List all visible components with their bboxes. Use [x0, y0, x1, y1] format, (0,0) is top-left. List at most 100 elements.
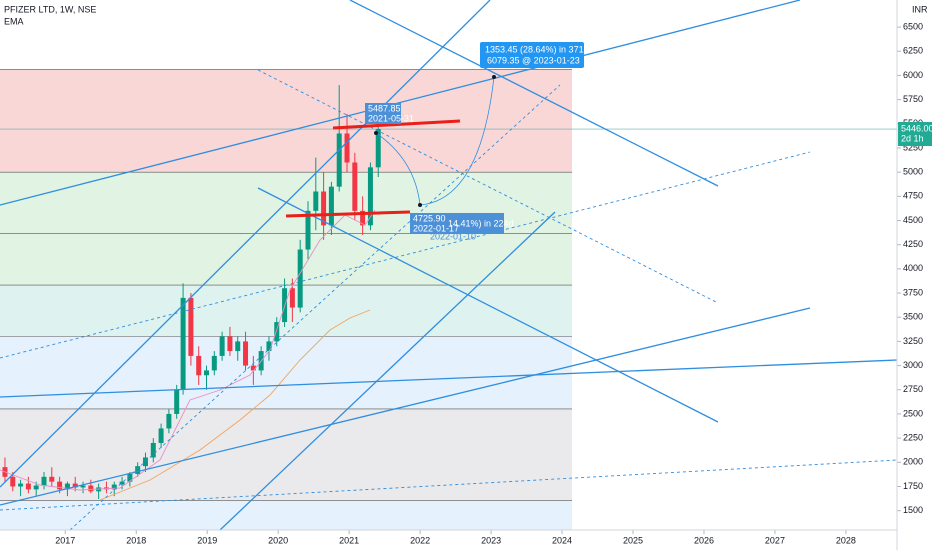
annotation: 5487.85	[368, 103, 401, 113]
chart-title: PFIZER LTD, 1W, NSE	[4, 4, 96, 14]
annotation: 1353.45 (28.64%) in 371d	[485, 44, 589, 54]
x-tick-label: 2021	[339, 535, 359, 545]
x-tick-label: 2025	[623, 535, 643, 545]
candle-body	[297, 249, 303, 308]
candle-body	[313, 191, 319, 211]
projection-arc	[375, 132, 421, 206]
candle-body	[243, 341, 249, 366]
candle-body	[219, 336, 225, 356]
y-tick-label: 6500	[903, 21, 923, 31]
indicator-name: EMA	[4, 16, 24, 26]
candle-body	[41, 476, 47, 486]
candle-body	[289, 288, 295, 308]
y-tick-label: 5000	[903, 167, 923, 177]
trend-line	[0, 151, 811, 359]
candle-body	[227, 336, 233, 352]
projection-arc	[419, 76, 495, 206]
candle-body	[321, 191, 327, 226]
candle-body	[25, 483, 31, 490]
candle-body	[80, 485, 86, 488]
support-line	[332, 119, 461, 130]
candle-body	[111, 484, 117, 490]
candle-body	[188, 297, 194, 356]
candle-body	[119, 481, 125, 485]
annotation: 6079.35 @ 2023-01-23	[487, 55, 580, 65]
trend-line	[257, 69, 719, 304]
x-tick-label: 2027	[765, 535, 785, 545]
y-tick-label: 6250	[903, 46, 923, 56]
currency: INR	[912, 4, 928, 14]
candle-body	[127, 473, 133, 482]
y-tick-label: 2250	[903, 432, 923, 442]
y-tick-label: 5250	[903, 142, 923, 152]
trend-line	[0, 0, 801, 206]
annotation: 4725.90	[413, 213, 446, 223]
y-tick-label: 2500	[903, 408, 923, 418]
trend-line	[69, 84, 561, 530]
x-tick-label: 2026	[694, 535, 714, 545]
drawings	[0, 0, 897, 530]
candle-body	[88, 485, 94, 492]
fib-zone	[0, 336, 572, 409]
y-tick-label: 1500	[903, 505, 923, 515]
candle-body	[18, 483, 24, 487]
trend-line	[219, 211, 556, 530]
annotation-box	[410, 213, 504, 234]
candle-body	[204, 370, 210, 376]
trend-line	[349, 0, 719, 187]
candle-body	[375, 129, 381, 168]
fib-zone	[0, 408, 572, 501]
fib-zone	[0, 69, 572, 173]
x-tick-label: 2028	[836, 535, 856, 545]
candle-body	[196, 355, 202, 376]
candle-body	[174, 389, 180, 414]
ema-fast	[0, 209, 376, 491]
annotation: 2022-01-17	[413, 223, 459, 233]
annotation: 14.41%) in 224d	[448, 218, 514, 228]
candle-body	[10, 476, 16, 487]
x-tick-label: 2019	[197, 535, 217, 545]
y-tick-label: 3250	[903, 336, 923, 346]
y-tick-label: 5750	[903, 94, 923, 104]
support-line	[285, 210, 411, 218]
candle-body	[367, 167, 373, 226]
candle-body	[33, 485, 39, 490]
y-tick-label: 1750	[903, 481, 923, 491]
y-tick-label: 4000	[903, 263, 923, 273]
candle-body	[274, 322, 280, 342]
candle-body	[158, 428, 164, 443]
candle-body	[135, 466, 141, 474]
annotation: 2021-05-31	[368, 113, 414, 123]
candle-body	[49, 476, 55, 482]
candle-body	[166, 413, 172, 429]
y-tick-label: 4250	[903, 239, 923, 249]
candle-body	[150, 442, 156, 458]
candle-body	[142, 457, 148, 467]
y-tick-label: 4500	[903, 215, 923, 225]
candle-body	[336, 133, 342, 187]
candle-body	[180, 297, 186, 390]
countdown: 2d 1h	[901, 133, 924, 143]
y-tick-label: 4750	[903, 191, 923, 201]
candle-body	[72, 483, 78, 488]
trend-line	[0, 0, 491, 488]
candle-body	[211, 355, 217, 371]
pivot	[492, 75, 496, 79]
trend-line	[0, 307, 811, 506]
x-tick-label: 2018	[126, 535, 146, 545]
candle-body	[328, 186, 334, 226]
pivot	[374, 131, 378, 135]
candle-body	[64, 483, 70, 490]
candle-body	[360, 210, 366, 226]
y-tick-label: 3750	[903, 287, 923, 297]
last-price-label: 5446.00	[901, 123, 932, 133]
fib-zone	[0, 233, 572, 286]
y-tick-label: 2000	[903, 457, 923, 467]
last-price-tag	[898, 122, 932, 147]
trend-line	[257, 187, 719, 423]
trend-line	[0, 359, 897, 398]
candle-body	[305, 210, 311, 250]
annotation-box	[480, 42, 584, 68]
